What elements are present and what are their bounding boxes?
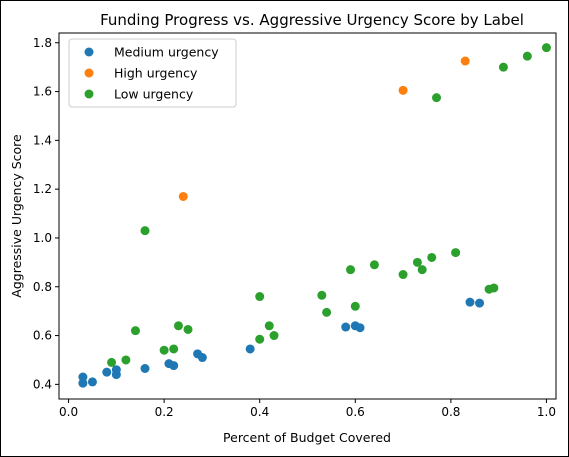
x-tick-label: 0.2 bbox=[155, 405, 174, 419]
data-point bbox=[178, 191, 188, 201]
data-point bbox=[78, 372, 88, 382]
series-high-urgency bbox=[178, 56, 470, 201]
data-point bbox=[346, 265, 356, 275]
series-low-urgency bbox=[107, 43, 551, 367]
data-point bbox=[169, 361, 179, 371]
legend-marker bbox=[84, 68, 94, 78]
y-tick-label: 0.4 bbox=[33, 377, 52, 391]
data-point bbox=[255, 334, 265, 344]
chart-title: Funding Progress vs. Aggressive Urgency … bbox=[100, 11, 524, 29]
data-point bbox=[451, 248, 461, 258]
legend-marker bbox=[84, 89, 94, 99]
data-point bbox=[317, 290, 327, 300]
data-point bbox=[197, 353, 207, 363]
data-point bbox=[432, 93, 442, 103]
series-medium-urgency bbox=[78, 297, 485, 388]
y-tick-label: 1.0 bbox=[33, 231, 52, 245]
data-point bbox=[369, 260, 379, 270]
data-point bbox=[417, 265, 427, 275]
y-tick-label: 0.6 bbox=[33, 329, 52, 343]
data-point bbox=[140, 364, 150, 373]
data-point bbox=[140, 226, 150, 236]
data-point bbox=[489, 283, 499, 293]
data-point bbox=[255, 292, 265, 302]
data-point bbox=[169, 344, 179, 354]
data-point bbox=[121, 355, 131, 365]
data-point bbox=[498, 62, 508, 72]
data-point bbox=[427, 252, 437, 262]
data-point bbox=[107, 357, 117, 367]
x-tick-label: 0.8 bbox=[441, 405, 460, 419]
data-point bbox=[159, 345, 169, 355]
data-point bbox=[398, 270, 408, 280]
data-point bbox=[412, 257, 422, 267]
data-point bbox=[355, 323, 365, 333]
legend-label: High urgency bbox=[114, 66, 198, 81]
data-point bbox=[350, 301, 360, 311]
x-tick-label: 0.4 bbox=[250, 405, 269, 419]
data-point bbox=[522, 51, 532, 61]
plot-frame bbox=[58, 32, 557, 400]
x-tick-label: 1.0 bbox=[537, 405, 556, 419]
legend-marker bbox=[84, 47, 94, 57]
y-axis-label: Aggressive Urgency Score bbox=[9, 134, 24, 298]
data-point bbox=[111, 365, 121, 375]
x-tick-label: 0.0 bbox=[59, 405, 78, 419]
legend-label: Medium urgency bbox=[114, 45, 219, 60]
points-layer bbox=[78, 43, 551, 388]
y-tick-label: 1.4 bbox=[33, 133, 52, 147]
data-point bbox=[87, 377, 97, 387]
data-point bbox=[398, 85, 408, 95]
y-tick-label: 1.2 bbox=[33, 182, 52, 196]
legend: Medium urgency High urgency Low urgency bbox=[68, 38, 237, 108]
ticks-layer: 0.0 0.2 0.4 0.6 0.8 1.0 0.4 0.6 0.8 1.0 1.2 1.4 1.6 1… bbox=[33, 36, 556, 419]
data-point bbox=[322, 307, 332, 317]
x-tick-label: 0.6 bbox=[346, 405, 365, 419]
data-point bbox=[245, 344, 255, 354]
data-point bbox=[102, 367, 112, 377]
data-point bbox=[341, 322, 351, 332]
data-point bbox=[460, 56, 470, 66]
data-point bbox=[264, 321, 274, 331]
y-tick-label: 1.8 bbox=[33, 36, 52, 50]
legend-box bbox=[68, 38, 237, 108]
data-point bbox=[475, 298, 485, 308]
data-point bbox=[269, 331, 279, 341]
data-point bbox=[183, 324, 193, 334]
y-tick-label: 1.6 bbox=[33, 85, 52, 99]
y-tick-label: 0.8 bbox=[33, 280, 52, 294]
data-point bbox=[541, 43, 551, 53]
data-point bbox=[130, 326, 140, 336]
legend-label: Low urgency bbox=[114, 87, 194, 102]
x-axis-label: Percent of Budget Covered bbox=[223, 430, 391, 445]
data-point bbox=[465, 297, 475, 307]
data-point bbox=[173, 321, 183, 331]
